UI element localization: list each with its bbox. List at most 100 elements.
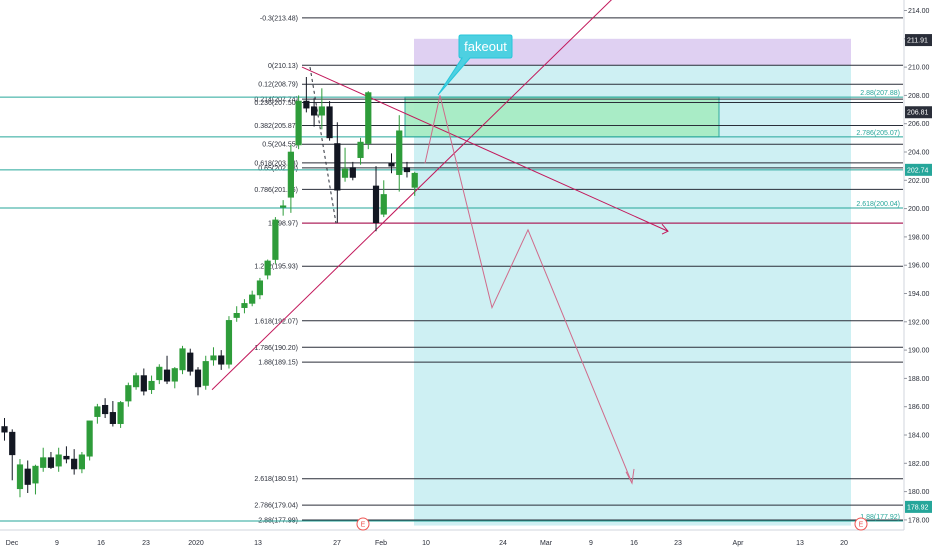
fib-level-label: 0.12(208.79) [258, 82, 298, 89]
candle-body [187, 352, 194, 372]
price-tag-label: 202.74 [907, 167, 929, 174]
price-tag [905, 500, 932, 513]
candle-body [403, 167, 411, 173]
fib-level-label: 0.236(207.50) [254, 100, 298, 107]
price-tick-label: 184.00 [908, 433, 930, 440]
candle-body [349, 167, 356, 178]
price-tick-label: 198.00 [908, 234, 930, 241]
price-tick-label: 182.00 [908, 461, 930, 468]
candle-body [24, 468, 31, 485]
fib-level-label: 0.382(205.87) [254, 123, 298, 130]
time-axis[interactable]: Dec 9 16 23 2020 13 27 Feb 10 24 Mar 9 16 23 Apr 13 20 E E [0, 517, 904, 547]
rising-trendline [211, 0, 612, 391]
fib-level-label: 2.786(179.04) [254, 503, 298, 510]
time-tick-label: 27 [333, 540, 341, 547]
candle-body [140, 375, 147, 392]
teal-level-label: 2.786(205.07) [856, 130, 900, 137]
projection-line [424, 95, 633, 484]
time-tick-label: 13 [254, 540, 262, 547]
candle-body [396, 130, 403, 175]
candle-body [341, 168, 349, 178]
time-tick-label: 9 [589, 540, 593, 547]
fib-level-label: 1.88(189.15) [258, 360, 298, 367]
fib-level-label: 0.618(203.23) [254, 160, 298, 167]
fib-level-label: -0.3(213.48) [260, 15, 298, 22]
candle-body [210, 355, 217, 361]
trend-lines [211, 0, 669, 391]
fib-level-label: 1.618(192.07) [254, 318, 298, 325]
candle-body [287, 151, 294, 198]
time-tick-label: 24 [499, 540, 507, 547]
candle-body [40, 457, 47, 468]
entry-zone [404, 96, 720, 138]
teal-level-label: 2.618(200.04) [856, 201, 900, 208]
price-tick-label: 186.00 [908, 404, 930, 411]
price-tick-label: 214.00 [908, 8, 930, 15]
time-tick-label: Mar [540, 540, 553, 547]
time-tick-label: 2020 [188, 540, 204, 547]
price-tick-label: 208.00 [908, 93, 930, 100]
price-axis[interactable]: 178.00 180.00 182.00 184.00 186.00 188.00 190.… [903, 0, 930, 530]
candle-body [194, 369, 202, 388]
fib-level-label: 2.618(180.91) [254, 476, 298, 483]
price-tick-label: 200.00 [908, 206, 930, 213]
candle-body [218, 355, 225, 365]
time-tick-label: 20 [840, 540, 848, 547]
candle-body [117, 402, 124, 424]
candle-body [310, 106, 318, 116]
target-zone [414, 65, 851, 526]
fib-level-label: 0.786(201.36) [254, 187, 298, 194]
candle-body [78, 454, 85, 470]
candle-body [326, 106, 333, 139]
price-tags: 211.91 206.81 202.74 178.92 [905, 34, 932, 513]
candlestick-series [1, 77, 418, 498]
earnings-marker-label: E [361, 522, 366, 529]
price-tag [905, 106, 932, 119]
price-tag [905, 34, 932, 47]
candle-body [303, 100, 310, 109]
price-projection-path [424, 95, 635, 485]
earnings-marker-label: E [859, 522, 864, 529]
time-tick-label: 13 [796, 540, 804, 547]
candle-body [295, 100, 302, 146]
fib-level-label: 0(210.13) [268, 63, 298, 70]
candle-body [171, 368, 178, 382]
fib-anchor-line [309, 67, 337, 224]
price-tag-label: 178.92 [907, 504, 929, 511]
falling-trendline-arrowhead [661, 223, 669, 235]
time-tick-label: Dec [6, 540, 19, 547]
candle-body [365, 92, 372, 144]
candle-body [272, 219, 279, 260]
candle-body [334, 143, 341, 191]
falling-trendline [301, 66, 669, 232]
fib-level-label: 0.65(202.88) [258, 165, 298, 172]
candle-body [102, 404, 109, 415]
candle-body [372, 185, 380, 224]
time-tick-label: Apr [733, 540, 745, 547]
candle-body [179, 348, 186, 371]
price-tick-label: 180.00 [908, 489, 930, 496]
candle-body [318, 106, 325, 116]
price-tick-label: 178.00 [908, 517, 930, 524]
candle-body [1, 426, 8, 433]
candle-body [86, 420, 93, 457]
earnings-marker [854, 517, 868, 531]
earnings-marker [356, 517, 370, 531]
candle-body [163, 369, 171, 382]
price-tick-label: 202.00 [908, 178, 930, 185]
candle-body [411, 172, 418, 188]
position-zones [404, 38, 851, 526]
candle-body [148, 380, 155, 391]
candle-body [380, 194, 387, 215]
time-tick-label: 16 [97, 540, 105, 547]
candle-body [55, 454, 62, 467]
candle-body [256, 280, 264, 296]
fib-level-label: 0.214(207.74) [254, 97, 298, 104]
candle-body [9, 431, 16, 456]
callout-text: fakeout [464, 39, 507, 54]
price-tick-label: 196.00 [908, 263, 930, 270]
price-tick-label: 192.00 [908, 319, 930, 326]
price-tick-label: 210.00 [908, 65, 930, 72]
price-tick-label: 190.00 [908, 348, 930, 355]
